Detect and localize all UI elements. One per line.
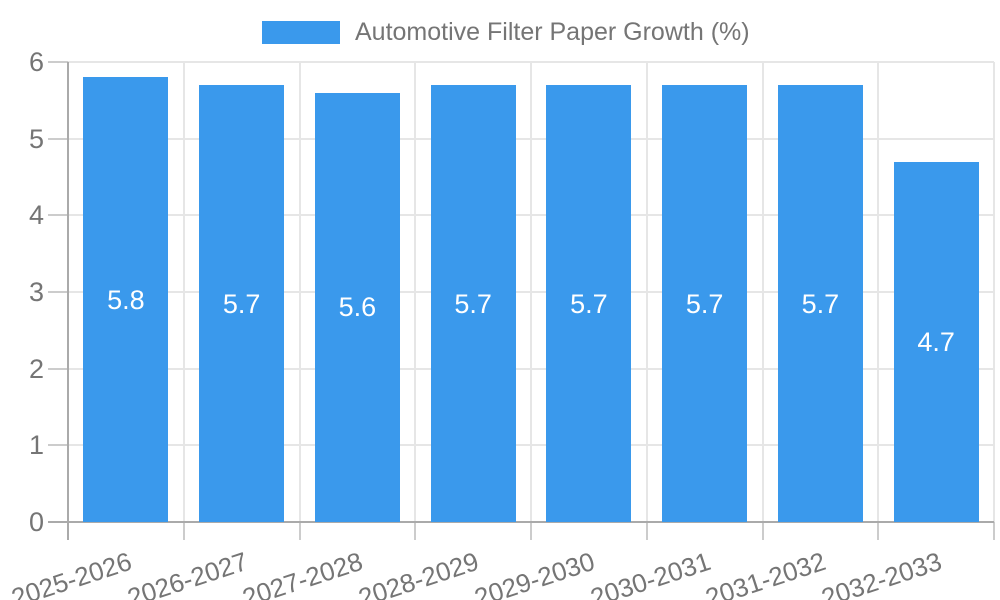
bar-value-label: 5.7: [685, 288, 724, 319]
y-axis-tick: [48, 444, 68, 447]
bar-2032-2033[interactable]: [893, 161, 979, 522]
y-axis-label: 4: [28, 200, 44, 231]
x-axis-line: [48, 521, 994, 523]
y-axis-label: 0: [28, 507, 44, 537]
x-axis-tick: [645, 522, 648, 540]
x-gridline: [298, 62, 301, 522]
bar-2030-2031[interactable]: [662, 85, 748, 522]
bar-value-label: 5.7: [454, 288, 492, 319]
bar-value-label: 5.7: [222, 288, 261, 319]
x-axis-tick: [298, 522, 301, 540]
bar-2031-2032[interactable]: [777, 85, 863, 522]
bar-2027-2028[interactable]: [314, 92, 400, 522]
x-gridline: [414, 62, 417, 522]
y-axis-label: 3: [28, 277, 44, 307]
y-axis-tick: [48, 367, 68, 370]
plot-area: 0 1 2 3 4 5 6 5.8 2025-2026 5.7 2026-2027 5.6 2027-2…: [8, 47, 995, 600]
bar-value-label: 5.8: [107, 284, 145, 315]
x-axis-tick: [414, 522, 417, 540]
y-axis-label: 1: [28, 430, 44, 461]
y-axis-tick: [48, 137, 68, 140]
x-gridline: [761, 62, 764, 522]
legend-swatch: [262, 20, 340, 44]
bar-value-label: 5.6: [338, 292, 377, 323]
x-gridline: [530, 62, 532, 522]
x-axis-tick: [993, 522, 995, 540]
y-axis-label: 5: [28, 123, 44, 154]
y-axis-tick: [48, 214, 68, 217]
legend-label: Automotive Filter Paper Growth (%): [355, 17, 750, 46]
bar-2029-2030[interactable]: [546, 85, 632, 522]
x-axis-tick: [761, 522, 764, 540]
bar-2028-2029[interactable]: [430, 85, 516, 522]
y-axis-tick: [48, 61, 68, 63]
bar-value-label: 5.7: [570, 288, 608, 319]
bar-2026-2027[interactable]: [199, 85, 285, 522]
x-gridline: [993, 62, 995, 522]
y-axis-label: 6: [28, 47, 44, 77]
y-axis-tick: [48, 291, 68, 293]
y-axis-label: 2: [28, 353, 44, 384]
y-axis-line: [67, 62, 69, 540]
x-gridline: [645, 62, 648, 522]
x-gridline: [877, 62, 880, 522]
x-axis-tick: [182, 522, 185, 540]
x-gridline: [182, 62, 185, 522]
bar-value-label: 5.7: [801, 288, 840, 319]
bar-2025-2026[interactable]: [83, 77, 169, 522]
legend: Automotive Filter Paper Growth (%): [262, 17, 750, 46]
bar-value-label: 4.7: [917, 326, 955, 357]
x-axis-tick: [877, 522, 880, 540]
x-axis-tick: [530, 522, 532, 540]
